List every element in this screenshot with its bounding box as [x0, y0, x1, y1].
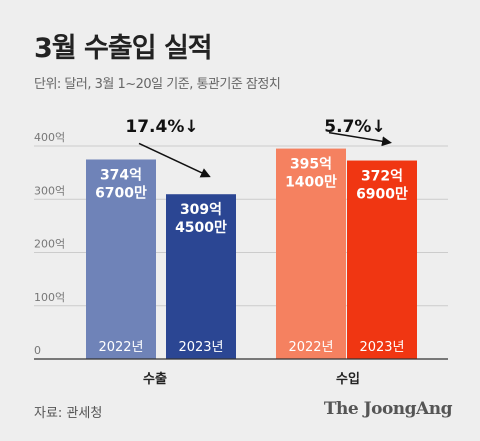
bar-value-label: 4500만 — [175, 220, 227, 236]
change-label: 17.4%↓ — [125, 117, 198, 137]
source-note: 자료: 관세청 — [34, 406, 103, 421]
category-label: 수입 — [336, 372, 360, 387]
bar — [166, 194, 236, 359]
brand-logo: The JoongAng — [323, 399, 453, 419]
y-tick-label: 100억 — [34, 291, 65, 304]
chart-subtitle: 단위: 달러, 3월 1~20일 기준, 통관기준 잠정치 — [34, 77, 281, 92]
y-tick-label: 0 — [34, 344, 41, 357]
bar-value-label: 372억 — [361, 169, 403, 185]
bar-value-label: 6900만 — [356, 187, 408, 203]
bar — [276, 148, 346, 359]
y-tick-label: 300억 — [34, 184, 65, 197]
bar-value-label: 374억 — [100, 167, 142, 183]
bar-year-label: 2023년 — [359, 340, 404, 355]
y-tick-label: 400억 — [34, 131, 65, 144]
bar — [86, 159, 156, 359]
change-label: 5.7%↓ — [324, 117, 385, 137]
bar-year-label: 2022년 — [98, 340, 143, 355]
bar-value-label: 6700만 — [95, 185, 147, 201]
y-tick-label: 200억 — [34, 238, 65, 251]
change-arrow — [328, 131, 392, 147]
category-label: 수출 — [143, 371, 167, 387]
bar-value-label: 309억 — [180, 202, 222, 218]
bar-value-label: 1400만 — [285, 175, 337, 191]
bar — [347, 160, 417, 359]
bar-year-label: 2022년 — [288, 340, 333, 355]
chart-title: 3월 수출입 실적 — [34, 33, 213, 64]
change-arrow — [138, 142, 211, 178]
bar-year-label: 2023년 — [178, 340, 223, 355]
bar-value-label: 395억 — [290, 157, 332, 173]
